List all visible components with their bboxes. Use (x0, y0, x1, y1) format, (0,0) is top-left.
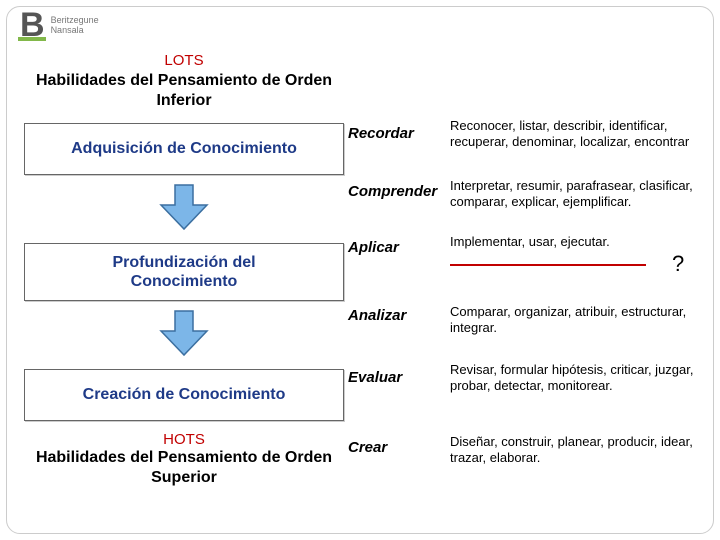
verb-evaluar: Evaluar (348, 369, 402, 386)
stage-2-l2: Conocimiento (131, 273, 238, 290)
stage-2-l1: Profundización del (112, 254, 255, 271)
logo-text-wrap: Beritzegune Nansala (51, 16, 99, 36)
arrow-down-icon (157, 309, 211, 357)
verb-crear: Crear (348, 439, 387, 456)
desc-recordar: Reconocer, listar, describir, identifica… (450, 118, 698, 151)
verb-recordar: Recordar (348, 125, 414, 142)
desc-analizar: Comparar, organizar, atribuir, estructur… (450, 304, 698, 337)
desc-comprender: Interpretar, resumir, parafrasear, clasi… (450, 178, 698, 211)
bottom-heading-l1: Habilidades del Pensamiento de Orden (36, 449, 332, 466)
arrow-down-icon (157, 183, 211, 231)
divider-line (450, 264, 646, 266)
stage-2-label: Profundización del Conocimiento (112, 253, 255, 291)
bottom-heading-l2: Superior (151, 469, 217, 486)
logo-line2: Nansala (51, 26, 99, 36)
verb-comprender: Comprender (348, 183, 437, 200)
stage-box-1: Adquisición de Conocimiento (24, 123, 344, 175)
verb-analizar: Analizar (348, 307, 406, 324)
stage-box-2: Profundización del Conocimiento (24, 243, 344, 301)
top-heading-l1: Habilidades del Pensamiento de Orden (36, 72, 332, 89)
stage-box-3: Creación de Conocimiento (24, 369, 344, 421)
hots-label: HOTS (24, 431, 344, 448)
logo: B Beritzegune Nansala (20, 12, 99, 39)
desc-aplicar: Implementar, usar, ejecutar. (450, 234, 698, 250)
bottom-heading: Habilidades del Pensamiento de Orden Sup… (24, 448, 344, 488)
verb-aplicar: Aplicar (348, 239, 399, 256)
top-heading-l2: Inferior (156, 92, 211, 109)
logo-letter: B (20, 12, 45, 39)
desc-crear: Diseñar, construir, planear, producir, i… (450, 434, 698, 467)
stage-3-label: Creación de Conocimiento (83, 385, 286, 404)
lots-label: LOTS (24, 52, 344, 69)
question-mark: ? (672, 250, 684, 278)
desc-evaluar: Revisar, formular hipótesis, criticar, j… (450, 362, 698, 395)
top-heading: Habilidades del Pensamiento de Orden Inf… (24, 71, 344, 111)
stage-1-label: Adquisición de Conocimiento (71, 139, 297, 158)
left-column: LOTS Habilidades del Pensamiento de Orde… (24, 52, 344, 488)
